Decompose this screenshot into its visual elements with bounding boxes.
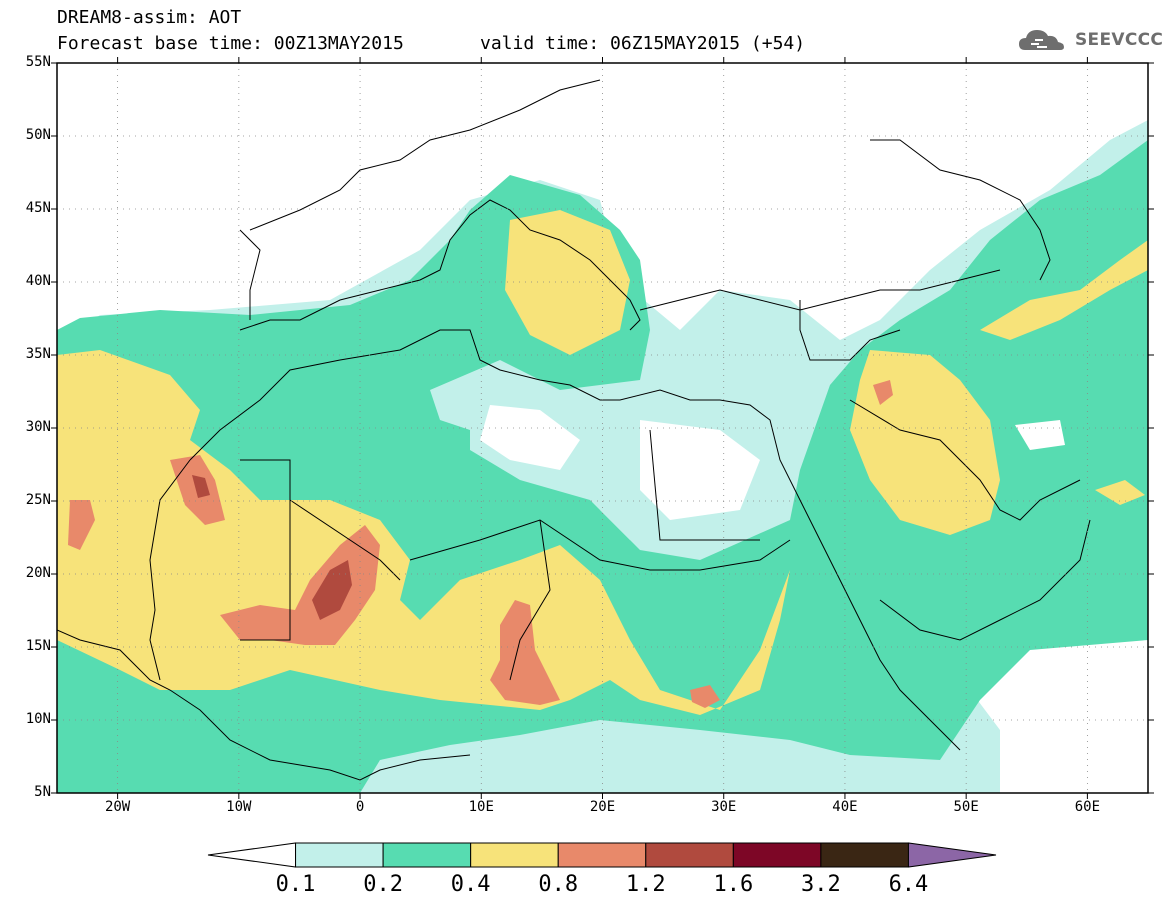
axis-ticks bbox=[51, 57, 1154, 799]
aot-min-patch bbox=[480, 405, 580, 470]
colorbar-box bbox=[382, 842, 472, 868]
aot-min-patch bbox=[640, 420, 760, 520]
lat-tick-label: 25N bbox=[25, 492, 51, 508]
colorbar-box bbox=[295, 842, 384, 868]
aot-contour-0.8 bbox=[690, 685, 720, 708]
lon-tick-label: 0 bbox=[355, 799, 365, 815]
aot-contour-0.8 bbox=[490, 600, 560, 705]
colorbar-box bbox=[470, 842, 559, 868]
lat-tick-label: 5N bbox=[34, 784, 51, 800]
lon-tick-label: 50E bbox=[953, 799, 979, 815]
valid-time: valid time: 06Z15MAY2015 (+54) bbox=[480, 33, 806, 54]
lat-tick-label: 10N bbox=[25, 711, 51, 727]
lat-tick-label: 50N bbox=[25, 127, 51, 143]
lat-tick-label: 45N bbox=[25, 200, 51, 216]
lat-tick-label: 40N bbox=[25, 273, 51, 289]
forecast-base-time: Forecast base time: 00Z13MAY2015 bbox=[57, 33, 404, 54]
logo-text: SEEVCCC bbox=[1075, 30, 1164, 50]
aot-contour-0.8 bbox=[220, 525, 380, 645]
cloud-logo-icon bbox=[1019, 30, 1064, 50]
lat-tick-label: 15N bbox=[25, 638, 51, 654]
colorbar-level-label: 1.6 bbox=[713, 872, 754, 897]
lat-tick-label: 55N bbox=[25, 54, 51, 70]
colorbar-level-label: 3.2 bbox=[801, 872, 841, 897]
colorbar-level-label: 0.1 bbox=[275, 872, 316, 897]
aot-contour-0.4 bbox=[505, 210, 630, 355]
colorbar-level-label: 1.2 bbox=[625, 872, 666, 897]
lon-tick-label: 20W bbox=[104, 799, 131, 815]
colorbar-box bbox=[732, 842, 822, 868]
aot-contour-1.2 bbox=[312, 560, 352, 620]
colorbar-level-label: 0.2 bbox=[363, 872, 403, 897]
lat-tick-label: 30N bbox=[25, 419, 51, 435]
aot-contour-0.4 bbox=[980, 240, 1148, 340]
aot-contour-1.2 bbox=[192, 475, 210, 498]
lon-tick-label: 10W bbox=[226, 799, 252, 815]
colorbar-level-label: 0.4 bbox=[450, 872, 491, 897]
colorbar bbox=[207, 842, 997, 868]
lat-tick-label: 35N bbox=[25, 346, 51, 362]
lon-tick-label: 40E bbox=[832, 799, 858, 815]
colorbar-under-triangle bbox=[207, 842, 297, 868]
colorbar-box bbox=[557, 842, 647, 868]
colorbar-box bbox=[645, 842, 734, 868]
aot-contour-0.4 bbox=[1095, 480, 1145, 505]
aot-field bbox=[57, 120, 1148, 793]
aot-min-patch bbox=[1015, 420, 1065, 450]
lon-tick-label: 20E bbox=[589, 799, 616, 815]
lat-tick-label: 20N bbox=[25, 565, 51, 581]
map-title: DREAM8-assim: AOT bbox=[57, 7, 242, 28]
aot-contour-0.8 bbox=[68, 500, 95, 550]
colorbar-over-triangle bbox=[907, 842, 997, 868]
colorbar-level-label: 0.8 bbox=[538, 872, 579, 897]
lon-tick-label: 30E bbox=[711, 799, 737, 815]
lon-tick-label: 60E bbox=[1074, 799, 1101, 815]
colorbar-level-label: 6.4 bbox=[888, 872, 929, 897]
aot-contour-0.8 bbox=[873, 380, 893, 405]
colorbar-box bbox=[820, 842, 909, 868]
lon-tick-label: 10E bbox=[468, 799, 494, 815]
coastlines bbox=[57, 79, 1091, 781]
